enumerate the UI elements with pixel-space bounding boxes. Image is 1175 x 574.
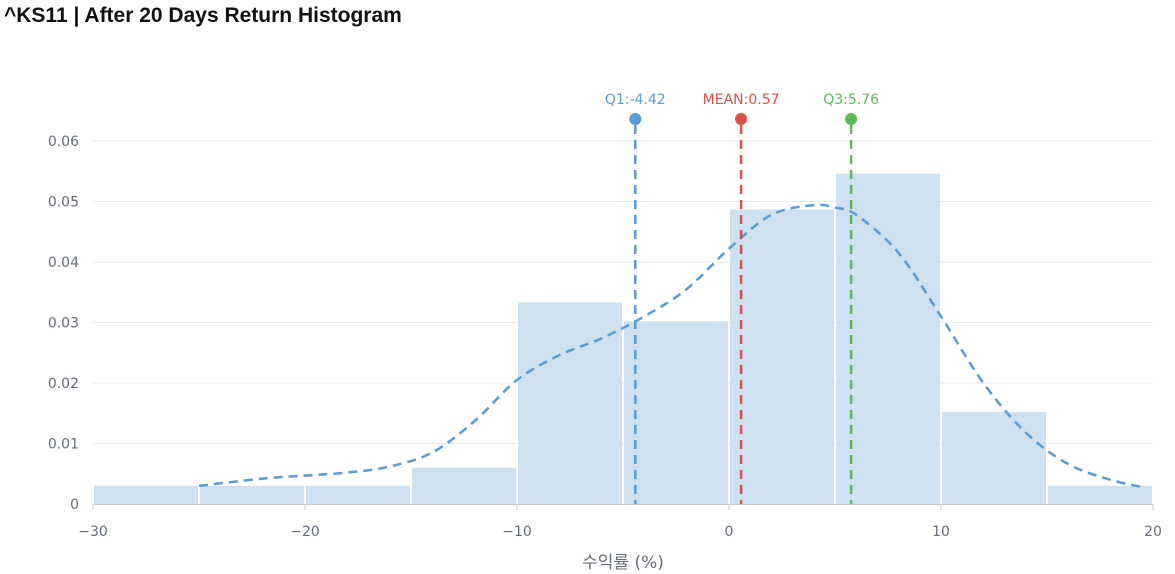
histogram-bar xyxy=(412,467,516,504)
y-tick-label: 0.06 xyxy=(48,134,79,150)
y-axis-ticks: 0 0.01 0.02 0.03 0.04 0.05 0.06 xyxy=(48,134,79,513)
y-tick-label: 0.02 xyxy=(48,376,79,392)
marker-label: MEAN:0.57 xyxy=(703,92,780,108)
x-tick-label: 10 xyxy=(932,524,950,540)
histogram-bars xyxy=(94,173,1152,505)
y-tick-label: 0.01 xyxy=(48,437,79,453)
histogram-bar xyxy=(942,412,1046,504)
stat-marker: Q1:-4.42 xyxy=(605,92,666,504)
histogram-bar xyxy=(518,302,622,504)
chart-title: ^KS11 | After 20 Days Return Histogram xyxy=(4,4,402,27)
histogram-bar xyxy=(624,321,728,504)
marker-dot xyxy=(735,113,748,125)
x-tick-label: 0 xyxy=(725,524,734,540)
stat-marker: MEAN:0.57 xyxy=(703,92,780,504)
stat-marker: Q3:5.76 xyxy=(823,92,879,504)
x-tick-label: −30 xyxy=(78,524,108,540)
y-tick-label: 0.05 xyxy=(48,195,79,211)
marker-label: Q3:5.76 xyxy=(823,92,879,108)
y-tick-label: 0.04 xyxy=(48,255,79,271)
x-axis-ticks: −30 −20 −10 0 10 20 xyxy=(78,504,1162,540)
histogram-bar xyxy=(730,209,834,505)
x-tick-label: −20 xyxy=(290,524,320,540)
x-tick-label: −10 xyxy=(502,524,532,540)
histogram-bar xyxy=(836,173,940,505)
marker-label: Q1:-4.42 xyxy=(605,92,666,108)
density-curve xyxy=(198,203,1143,489)
marker-dot xyxy=(845,113,858,125)
x-axis-title: 수익률 (%) xyxy=(582,553,664,573)
marker-dot xyxy=(629,113,642,125)
histogram-bar xyxy=(1048,485,1152,504)
histogram-bar xyxy=(94,485,198,504)
x-tick-label: 20 xyxy=(1144,524,1162,540)
histogram-bar xyxy=(306,485,410,504)
stat-markers: Q1:-4.42 MEAN:0.57 Q3:5.76 xyxy=(605,92,879,504)
y-tick-label: 0 xyxy=(70,497,79,513)
histogram-bar xyxy=(200,485,304,504)
grid-lines xyxy=(93,140,1153,444)
y-tick-label: 0.03 xyxy=(48,316,79,332)
